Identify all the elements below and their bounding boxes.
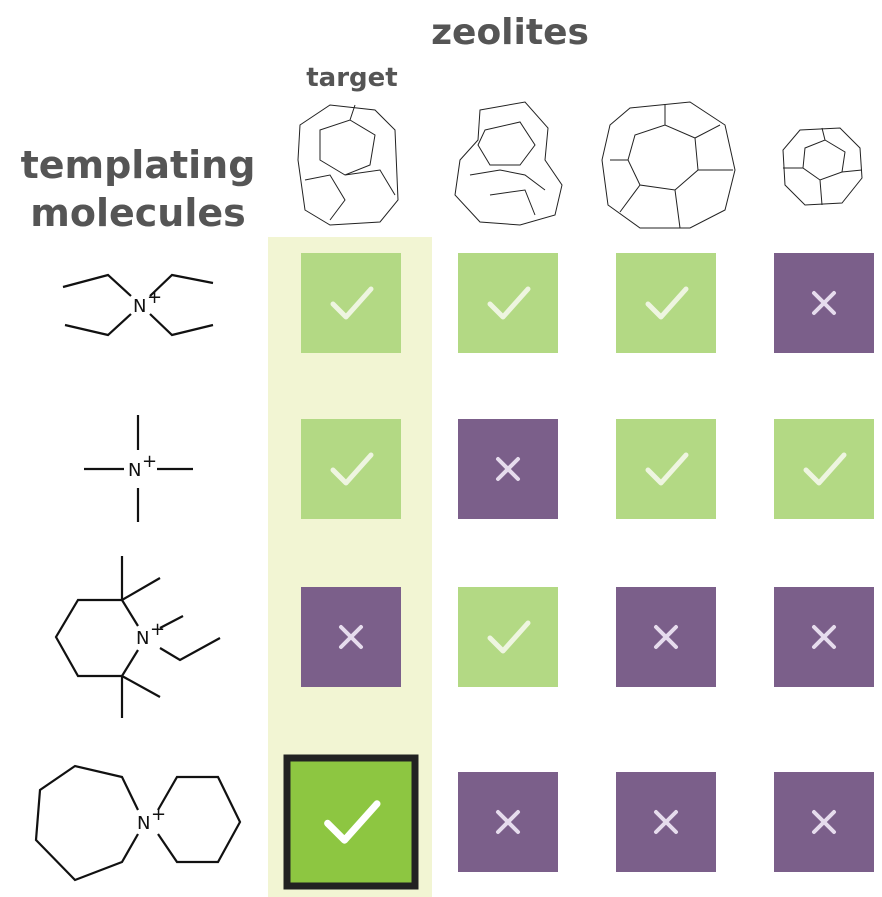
- check-mark: [803, 452, 847, 486]
- atom-label: N: [133, 296, 146, 317]
- charge-label: +: [142, 451, 157, 472]
- check-mark: [330, 452, 374, 486]
- cross-mark: [339, 625, 363, 649]
- molecule: N +: [84, 415, 193, 522]
- row-title: molecules: [30, 191, 246, 235]
- atom-label: N: [128, 460, 141, 481]
- check-mark: [487, 286, 531, 320]
- check-mark: [330, 286, 374, 320]
- success-cell: [616, 253, 716, 353]
- success-cell: [301, 419, 401, 519]
- zeolite-sketch: [454, 101, 563, 226]
- molecule: N +: [62, 273, 214, 337]
- zeolite-sketch: [297, 104, 399, 226]
- molecule: N +: [34, 764, 242, 882]
- charge-label: +: [151, 804, 166, 825]
- cross-mark: [654, 625, 678, 649]
- molecule: N +: [54, 556, 221, 718]
- success-cell: [458, 253, 558, 353]
- check-mark: [324, 800, 381, 844]
- cross-mark: [654, 810, 678, 834]
- cross-mark: [496, 810, 520, 834]
- success-cell: [616, 419, 716, 519]
- zeolite-sketch: [782, 127, 863, 206]
- zeolite-sketch: [601, 101, 736, 229]
- success-cell: [458, 587, 558, 687]
- title: zeolites: [431, 12, 589, 53]
- atom-label: N: [137, 813, 150, 834]
- cross-mark: [812, 291, 836, 315]
- target-label: target: [306, 63, 397, 93]
- success-cell: [774, 419, 874, 519]
- atom-label: N: [136, 628, 149, 649]
- check-mark: [645, 286, 689, 320]
- check-mark: [645, 452, 689, 486]
- charge-label: +: [147, 287, 162, 308]
- success-cell: [283, 754, 419, 890]
- success-cell: [301, 253, 401, 353]
- row-title: templating: [21, 143, 256, 187]
- cross-mark: [812, 810, 836, 834]
- cross-mark: [812, 625, 836, 649]
- cross-mark: [496, 457, 520, 481]
- charge-label: +: [150, 619, 165, 640]
- check-mark: [487, 620, 531, 654]
